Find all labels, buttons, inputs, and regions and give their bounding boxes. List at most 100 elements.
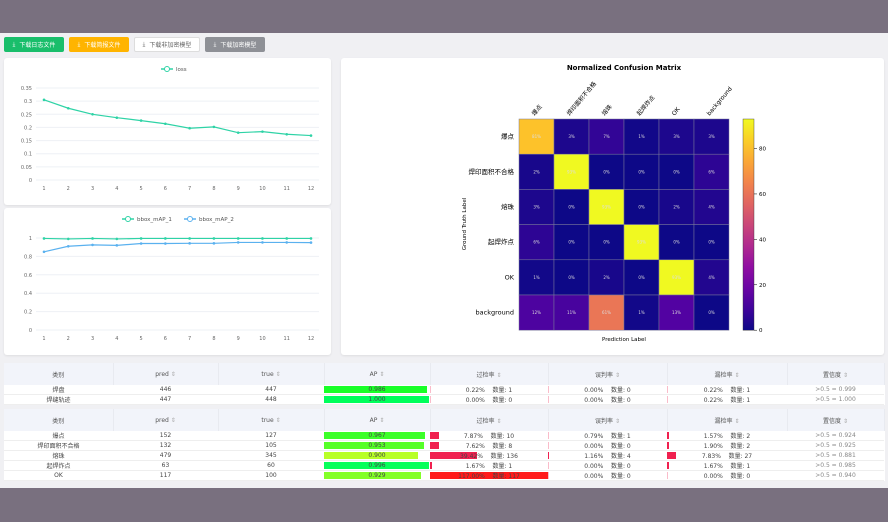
- sort-icon[interactable]: ⇕: [614, 417, 620, 425]
- cell-value: 93%: [672, 275, 681, 280]
- x-tick-label: 1: [42, 186, 45, 192]
- ap-bar: [324, 462, 429, 469]
- class-name: 起焊炸点: [46, 463, 71, 470]
- pred-count: 132: [159, 442, 172, 449]
- over-count: 数量: 0: [492, 397, 513, 404]
- header-label: 误判率: [595, 371, 614, 379]
- download-button-3[interactable]: ⤓ 下载加密模型: [205, 37, 265, 52]
- column-header[interactable]: true ⇕: [218, 409, 325, 431]
- sort-icon[interactable]: ⇕: [496, 417, 502, 425]
- data-point: [164, 237, 167, 240]
- sort-icon[interactable]: ⇕: [170, 416, 176, 424]
- colorbar: [742, 118, 755, 331]
- miss-count: 数量: 2: [730, 443, 751, 450]
- sort-icon[interactable]: ⇕: [842, 371, 848, 379]
- column-header: 类别: [4, 409, 114, 431]
- column-label: 爆点: [530, 103, 544, 117]
- sort-icon[interactable]: ⇕: [379, 370, 385, 378]
- column-header[interactable]: AP ⇕: [324, 409, 431, 431]
- over-count: 数量: 1: [492, 463, 513, 470]
- column-header[interactable]: 过检率 ⇕: [430, 363, 549, 385]
- column-header[interactable]: 漏检率 ⇕: [667, 363, 788, 385]
- series-line: [43, 99, 312, 137]
- legend-label: loss: [176, 67, 187, 73]
- data-point: [164, 122, 167, 126]
- sort-icon[interactable]: ⇕: [275, 370, 281, 378]
- confidence: >0.5 = 0.925: [815, 442, 856, 449]
- mis-count: 数量: 0: [610, 387, 631, 394]
- header-label: AP: [369, 416, 378, 424]
- x-tick-label: 11: [284, 186, 290, 192]
- column-header[interactable]: pred ⇕: [113, 363, 219, 385]
- matrix-cell: [588, 153, 625, 190]
- column-header[interactable]: 置信度 ⇕: [787, 363, 885, 385]
- app: ⤓ 下载日志文件 ⤓ 下载简报文件 ⤓ 下载非加密模型 ⤓ 下载加密模型 0 0.05 0.1 0.…: [0, 33, 888, 488]
- button-label: 下载日志文件: [19, 42, 56, 49]
- mis-rate-bar: [548, 452, 550, 459]
- download-button-1[interactable]: ⤓ 下载简报文件: [69, 37, 129, 52]
- true-count: 447: [265, 386, 277, 393]
- over-rate-bar: [430, 462, 432, 469]
- ap-bar: [324, 452, 419, 459]
- column-header[interactable]: AP ⇕: [324, 363, 431, 385]
- column-header[interactable]: pred ⇕: [113, 409, 219, 431]
- legend-marker: [125, 216, 131, 222]
- data-point: [309, 134, 313, 137]
- mis-rate-bar: [548, 472, 550, 479]
- x-tick-label: 4: [115, 336, 118, 342]
- sort-icon[interactable]: ⇕: [275, 416, 281, 424]
- sort-icon[interactable]: ⇕: [614, 371, 620, 379]
- mis-rate: 0.79%: [584, 433, 604, 440]
- x-tick-label: 5: [139, 336, 142, 342]
- data-point: [236, 131, 240, 134]
- column-header[interactable]: 误判率 ⇕: [548, 409, 668, 431]
- over-count: 数量: 136: [490, 453, 518, 460]
- sort-icon[interactable]: ⇕: [842, 417, 848, 425]
- sort-icon[interactable]: ⇕: [170, 370, 176, 378]
- column-header[interactable]: 漏检率 ⇕: [667, 409, 788, 431]
- header-label: AP: [369, 370, 378, 378]
- download-icon: ⤓: [213, 40, 217, 48]
- sort-icon[interactable]: ⇕: [734, 371, 740, 379]
- pred-count: 447: [159, 396, 172, 403]
- header-label: pred: [155, 370, 169, 378]
- y-tick-label: 0.1: [24, 152, 32, 158]
- y-tick-label: 0.8: [24, 254, 32, 260]
- sort-icon[interactable]: ⇕: [496, 371, 502, 379]
- confidence: >0.5 = 0.985: [815, 462, 856, 469]
- button-label: 下载简报文件: [84, 42, 121, 49]
- matrix-cell: [693, 294, 730, 331]
- cell-value: 0%: [673, 169, 680, 174]
- sort-icon[interactable]: ⇕: [734, 417, 740, 425]
- matrix-cell: [518, 118, 555, 155]
- column-header[interactable]: true ⇕: [218, 363, 325, 385]
- cell-value: 6%: [708, 169, 715, 174]
- data-point: [188, 237, 191, 240]
- legend-label: bbox_mAP_1: [137, 217, 172, 223]
- download-button-2[interactable]: ⤓ 下载非加密模型: [134, 37, 200, 52]
- column-header[interactable]: 误判率 ⇕: [548, 363, 668, 385]
- sort-icon[interactable]: ⇕: [379, 416, 385, 424]
- true-count: 448: [265, 396, 277, 403]
- column-header[interactable]: 置信度 ⇕: [787, 409, 885, 431]
- data-point: [261, 241, 264, 244]
- x-tick-label: 4: [115, 186, 118, 192]
- mis-count: 数量: 0: [610, 397, 631, 404]
- confidence: >0.5 = 0.999: [815, 386, 856, 393]
- table-row: 熔珠 479 345 0.900 39.42% 数量: 136 1.16% 数量: 4 7.…: [4, 450, 884, 461]
- colorbar-tick-label: 0: [759, 328, 763, 334]
- header-label: true: [261, 416, 274, 424]
- cell-value: 11%: [567, 310, 576, 315]
- over-rate: 7.87%: [463, 433, 483, 440]
- data-point: [309, 241, 313, 244]
- column-header[interactable]: 过检率 ⇕: [430, 409, 549, 431]
- cell-value: 3%: [708, 134, 715, 139]
- x-tick-label: 8: [212, 186, 215, 192]
- data-point: [91, 237, 94, 240]
- ap-value: 0.953: [368, 442, 386, 449]
- download-button-0[interactable]: ⤓ 下载日志文件: [4, 37, 64, 52]
- x-tick-label: 10: [259, 186, 265, 192]
- miss-rate-bar: [667, 442, 670, 449]
- cell-value: 6%: [533, 240, 540, 245]
- row-label: 起焊炸点: [488, 237, 515, 246]
